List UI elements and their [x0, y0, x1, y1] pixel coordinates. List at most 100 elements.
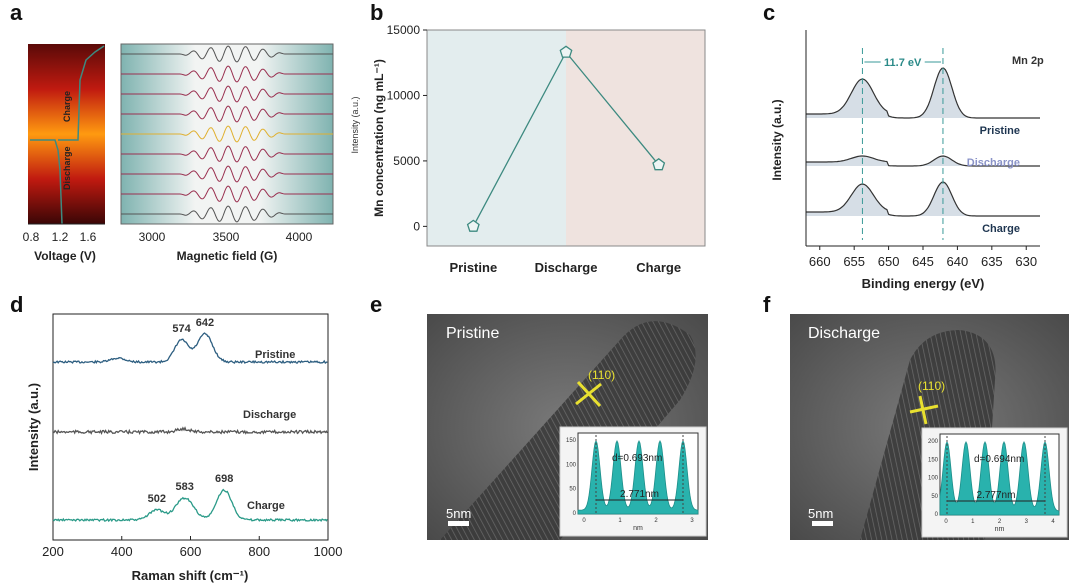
field-axis-label: Magnetic field (G)	[177, 249, 278, 263]
inset-xtick: 2	[654, 518, 658, 524]
c-xtick-label: 635	[981, 254, 1003, 269]
inset-ytick: 100	[928, 476, 939, 482]
inset-profile	[577, 439, 699, 515]
field-tick-1: 3500	[213, 230, 240, 244]
panel-label-e: e	[370, 292, 382, 317]
inset-xtick: 1	[618, 518, 622, 524]
e-scalebar	[448, 521, 469, 526]
b-xtick-label: Pristine	[449, 260, 497, 275]
b-xtick-label: Discharge	[535, 260, 598, 275]
c-series-label: Discharge	[967, 157, 1020, 169]
epr-spectra	[121, 45, 333, 223]
b-xtick-label: Charge	[636, 260, 681, 275]
inset-ytick: 100	[566, 462, 577, 468]
d-curve-discharge	[52, 426, 328, 435]
inset-xtick: 0	[944, 519, 948, 525]
c-curve-pristine	[806, 67, 1040, 119]
inset-ytick: 50	[931, 494, 938, 500]
e-plane: (110)	[588, 368, 615, 382]
d-xtick-label: 800	[248, 544, 270, 559]
inset-ytick: 50	[569, 487, 576, 493]
inset-ytick: 200	[928, 439, 939, 445]
bg-left	[427, 30, 566, 246]
c-ylabel: Intensity (a.u.)	[770, 99, 784, 180]
f-state: Discharge	[808, 325, 880, 342]
d-xtick-label: 600	[180, 544, 202, 559]
e-plane-marker	[575, 380, 602, 408]
e-inset: 150 100 50 00 1 2 3 nm d=0.693nm 2.771nm	[559, 426, 707, 537]
c-title: Mn 2p	[1012, 55, 1044, 67]
panel-a: Charge Discharge 0.8 1.2 1.6 Voltage (V)…	[23, 43, 334, 263]
b-ytick-label: 5000	[393, 154, 420, 168]
panel-label-d: d	[10, 292, 23, 317]
d-peak-label: 642	[196, 317, 214, 329]
panel-label-a: a	[10, 0, 23, 25]
c-xlabel: Binding energy (eV)	[862, 276, 985, 291]
chart-b-frame	[426, 29, 706, 247]
e-scale: 5nm	[446, 506, 471, 521]
voltage-tick-1: 1.2	[52, 230, 69, 244]
b-ylabel: Mn concentration (ng mL⁻¹)	[372, 59, 386, 217]
panel-f: Discharge (110) 5nm 200 150 100 50 00 1 2 3 4 nm d…	[790, 314, 1069, 540]
inset-ytick: 150	[928, 457, 939, 463]
inset-xlabel: nm	[633, 525, 643, 532]
c-xtick-label: 660	[809, 254, 831, 269]
inset-distance: 2.777nm	[977, 490, 1016, 501]
c-curve-charge	[806, 181, 1040, 217]
field-tick-2: 4000	[286, 230, 313, 244]
c-fill-discharge	[806, 156, 1040, 166]
c-xtick-label: 655	[843, 254, 865, 269]
d-peak-label: 698	[215, 473, 233, 485]
epr-trace	[121, 105, 333, 123]
d-xlabel: Raman shift (cm⁻¹)	[132, 568, 249, 583]
epr-trace	[121, 65, 333, 83]
epr-trace	[121, 125, 333, 143]
bg-right	[566, 30, 705, 246]
d-curve-pristine	[52, 332, 328, 365]
discharge-text: Discharge	[62, 146, 72, 190]
inset-xtick: 3	[690, 518, 694, 524]
voltage-curve-discharge	[30, 139, 63, 225]
d-xtick-label: 400	[111, 544, 133, 559]
inset-ytick: 0	[573, 511, 577, 517]
epr-trace	[121, 145, 333, 163]
panel-e: Pristine (110) 5nm 150 100 50 00 1 2 3 nm d=0.69…	[427, 314, 708, 540]
voltage-heatmap	[28, 44, 105, 224]
epr-trace	[121, 45, 333, 63]
epr-trace	[121, 165, 333, 183]
b-ylabel-overlay: Intensity (a.u.)	[350, 96, 360, 153]
c-curve-discharge	[806, 155, 1040, 167]
epr-trace	[121, 185, 333, 203]
panel-label-b: b	[370, 0, 383, 25]
b-point-pristine	[466, 219, 480, 232]
c-span-label: 11.7 eV	[884, 57, 922, 69]
f-scalebar	[812, 521, 833, 526]
panel-label-c: c	[763, 0, 775, 25]
inset-xtick: 2	[998, 519, 1002, 525]
d-xtick-label: 1000	[314, 544, 343, 559]
c-fill-charge	[806, 182, 1040, 216]
c-span-bg	[880, 55, 925, 69]
d-series-label: Charge	[247, 500, 285, 512]
c-xtick-label: 645	[912, 254, 934, 269]
inset-d-spacing: d=0.693nm	[612, 453, 662, 464]
panel-c: Pristine Discharge Charge 660 655 650 645 640 6…	[770, 30, 1044, 291]
d-curve-charge	[52, 488, 328, 523]
inset-ytick: 0	[935, 512, 939, 518]
d-series-label: Discharge	[243, 409, 296, 421]
epr-trace	[121, 85, 333, 103]
d-ylabel: Intensity (a.u.)	[26, 383, 41, 471]
f-plane: (110)	[918, 379, 945, 393]
d-peak-label: 574	[172, 323, 191, 335]
b-ytick-label: 10000	[387, 88, 421, 102]
voltage-axis-label: Voltage (V)	[34, 249, 96, 263]
b-ytick-label: 15000	[387, 23, 421, 37]
inset-xtick: 4	[1051, 519, 1055, 525]
inset-xtick: 3	[1025, 519, 1029, 525]
d-xtick-label: 200	[42, 544, 64, 559]
f-scale: 5nm	[808, 506, 833, 521]
f-plane-marker	[909, 395, 939, 425]
b-point-discharge	[559, 45, 573, 58]
